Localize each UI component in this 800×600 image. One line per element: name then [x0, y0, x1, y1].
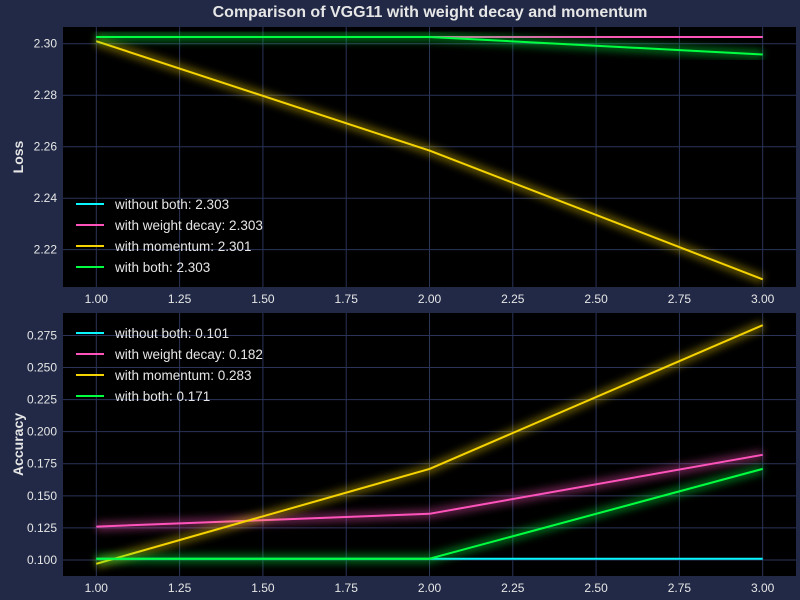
- subplots: 1.00 1.25 1.50 1.75 2.00 2.25 2.50 2.75 3.00 2.22…: [10, 27, 796, 595]
- x-tick-label: 2.50: [584, 292, 608, 306]
- y-tick-label: 2.28: [34, 88, 58, 102]
- y-axis-label: Accuracy: [10, 413, 26, 476]
- x-tick-label: 2.50: [584, 581, 608, 595]
- y-tick-label: 0.100: [27, 553, 57, 567]
- legend-entry: with weight decay: 0.182: [114, 347, 263, 362]
- y-tick-label: 0.225: [27, 393, 57, 407]
- series-line-3: [95, 40, 764, 281]
- series-line-4: [96, 467, 763, 560]
- y-tick-label: 0.175: [27, 457, 57, 471]
- y-tick-label: 2.22: [34, 243, 58, 257]
- x-tick-label: 2.75: [668, 292, 692, 306]
- subplot-1: 1.00 1.25 1.50 1.75 2.00 2.25 2.50 2.75 3.00 2.22…: [10, 27, 796, 306]
- x-tick-label: 3.00: [751, 292, 775, 306]
- x-tick-label: 2.00: [418, 292, 442, 306]
- series-line-3: [96, 324, 764, 565]
- y-tick-label: 2.24: [34, 191, 58, 205]
- series-line-4: [96, 36, 763, 56]
- legend: without both: 0.101 with weight decay: 0.…: [76, 326, 263, 404]
- y-tick-label: 0.200: [27, 425, 57, 439]
- series-line-2: [96, 453, 763, 528]
- y-axis-label: Loss: [10, 140, 26, 173]
- legend-entry: with momentum: 0.283: [114, 368, 252, 383]
- y-tick-label: 2.30: [34, 37, 58, 51]
- x-tick-label: 3.00: [751, 581, 775, 595]
- legend-entry: with both: 0.171: [114, 389, 210, 404]
- y-tick-label: 0.150: [27, 489, 57, 503]
- y-tick-label: 2.26: [34, 140, 58, 154]
- figure-title: Comparison of VGG11 with weight decay an…: [213, 4, 648, 21]
- x-tick-label: 2.00: [418, 581, 442, 595]
- y-tick-label: 0.250: [27, 361, 57, 375]
- x-tick-label: 1.00: [85, 292, 109, 306]
- legend-entry: with momentum: 2.301: [114, 239, 252, 254]
- legend-entry: without both: 0.101: [114, 326, 229, 341]
- x-tick-label: 1.75: [335, 581, 359, 595]
- x-tick-label: 1.75: [335, 292, 359, 306]
- x-tick-label: 1.25: [168, 292, 192, 306]
- legend-entry: with both: 2.303: [114, 260, 210, 275]
- x-tick-label: 2.25: [501, 292, 525, 306]
- x-tick-label: 2.25: [501, 581, 525, 595]
- x-tick-label: 1.25: [168, 581, 192, 595]
- y-tick-label: 0.275: [27, 328, 57, 342]
- x-tick-label: 1.50: [251, 292, 275, 306]
- x-tick-label: 1.50: [251, 581, 275, 595]
- legend: without both: 2.303 with weight decay: 2.…: [76, 197, 263, 275]
- y-tick-label: 0.125: [27, 521, 57, 535]
- legend-entry: without both: 2.303: [114, 197, 229, 212]
- x-tick-label: 1.00: [85, 581, 109, 595]
- legend-entry: with weight decay: 2.303: [114, 218, 263, 233]
- subplot-2: 1.00 1.25 1.50 1.75 2.00 2.25 2.50 2.75 3.00 0.10…: [10, 313, 796, 595]
- x-tick-label: 2.75: [668, 581, 692, 595]
